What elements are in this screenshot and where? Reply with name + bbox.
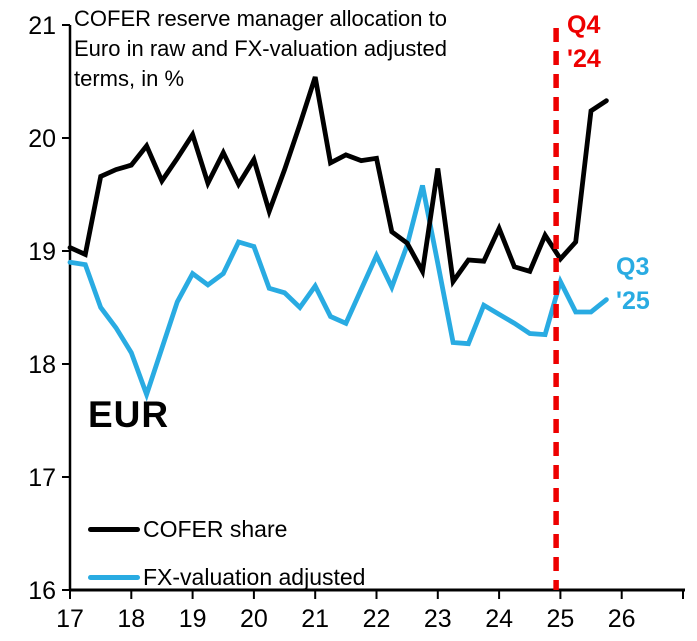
latest-point-annotation: Q3 '25 xyxy=(616,250,650,318)
chart-title-line3: terms, in % xyxy=(74,66,185,91)
fx-adjusted-legend-label: FX-valuation adjusted xyxy=(143,564,366,590)
fx-adjusted-legend-swatch xyxy=(88,575,140,580)
event-line-annotation-line2: '24 xyxy=(567,45,601,73)
event-line-annotation: Q4 '24 xyxy=(567,8,601,76)
x-tick-label: 18 xyxy=(117,605,145,633)
event-line-annotation-line1: Q4 xyxy=(567,11,601,39)
x-tick-label: 17 xyxy=(56,605,84,633)
chart-title: COFER reserve manager allocation to Euro… xyxy=(74,4,447,94)
y-tick-label: 21 xyxy=(28,12,56,40)
latest-point-annotation-line1: Q3 xyxy=(616,253,650,281)
legend-item-cofer-share: COFER share xyxy=(88,516,287,543)
x-tick-label: 24 xyxy=(485,605,513,633)
x-tick-label: 26 xyxy=(608,605,636,633)
x-tick-label: 25 xyxy=(546,605,574,633)
y-tick-label: 20 xyxy=(28,125,56,153)
y-tick-label: 18 xyxy=(28,351,56,379)
fx-adjusted-line xyxy=(67,184,609,402)
x-tick-label: 20 xyxy=(240,605,268,633)
x-tick-label: 19 xyxy=(179,605,207,633)
legend-item-fx-adjusted: FX-valuation adjusted xyxy=(88,564,365,591)
y-tick-label: 16 xyxy=(28,577,56,605)
cofer-share-legend-label: COFER share xyxy=(143,516,288,542)
chart-title-line1: COFER reserve manager allocation to xyxy=(74,6,447,31)
cofer-share-legend-swatch xyxy=(88,527,140,532)
y-tick-label: 17 xyxy=(28,464,56,492)
latest-point-annotation-line2: '25 xyxy=(616,287,650,315)
currency-label: EUR xyxy=(88,394,170,435)
x-tick-label: 23 xyxy=(424,605,452,633)
x-tick-label: 22 xyxy=(363,605,391,633)
chart-title-line2: Euro in raw and FX-valuation adjusted xyxy=(74,36,447,61)
x-tick-label: 21 xyxy=(301,605,329,633)
y-tick-label: 19 xyxy=(28,238,56,266)
cofer-share-line xyxy=(67,76,609,288)
